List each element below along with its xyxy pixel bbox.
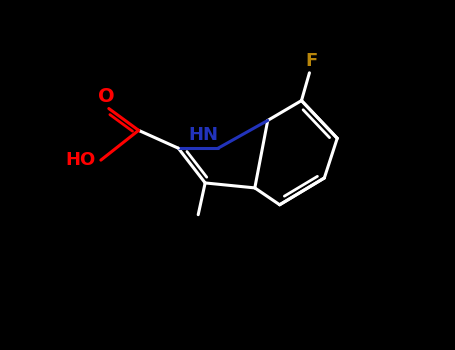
Text: HN: HN bbox=[188, 126, 218, 145]
Text: O: O bbox=[98, 87, 115, 106]
Text: HO: HO bbox=[65, 151, 95, 169]
Text: F: F bbox=[306, 52, 318, 70]
